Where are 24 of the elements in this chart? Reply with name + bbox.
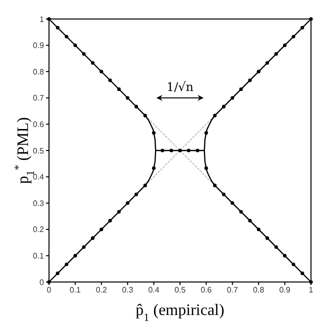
y-tick-label: 0 xyxy=(40,278,45,287)
y-tick-label: 0.9 xyxy=(32,41,45,50)
x-tick-label: 0 xyxy=(46,286,52,295)
x-tick-label: 0.4 xyxy=(148,286,160,295)
x-tick-label: 0.9 xyxy=(279,286,291,295)
y-tick-label: 0.5 xyxy=(32,146,45,156)
y-tick-label: 0.1 xyxy=(32,252,45,261)
x-tick-label: 0.2 xyxy=(96,286,108,295)
x-tick-label: 0.8 xyxy=(253,286,265,295)
x-axis-title: p̂$_{1}$ (empirical) xyxy=(136,302,224,324)
y-tick-label: 0.7 xyxy=(32,94,45,103)
y-tick-label: 0.2 xyxy=(32,225,45,234)
y-tick-label: 1 xyxy=(40,14,45,24)
annotation: 1/√n xyxy=(166,80,194,94)
x-tick-label: 1 xyxy=(308,286,314,295)
y-tick-label: 0.8 xyxy=(32,67,45,76)
x-tick-label: 0.7 xyxy=(226,286,239,295)
y-tick-label: 0.6 xyxy=(32,120,45,130)
x-tick-label: 0.3 xyxy=(122,286,134,295)
x-tick-label: 0.6 xyxy=(200,286,212,295)
x-tick-label: 0.1 xyxy=(70,286,82,295)
y-tick-label: 0.4 xyxy=(32,172,45,182)
x-tick-label: 0.5 xyxy=(174,286,186,295)
y-tick-label: 0.3 xyxy=(32,198,45,208)
